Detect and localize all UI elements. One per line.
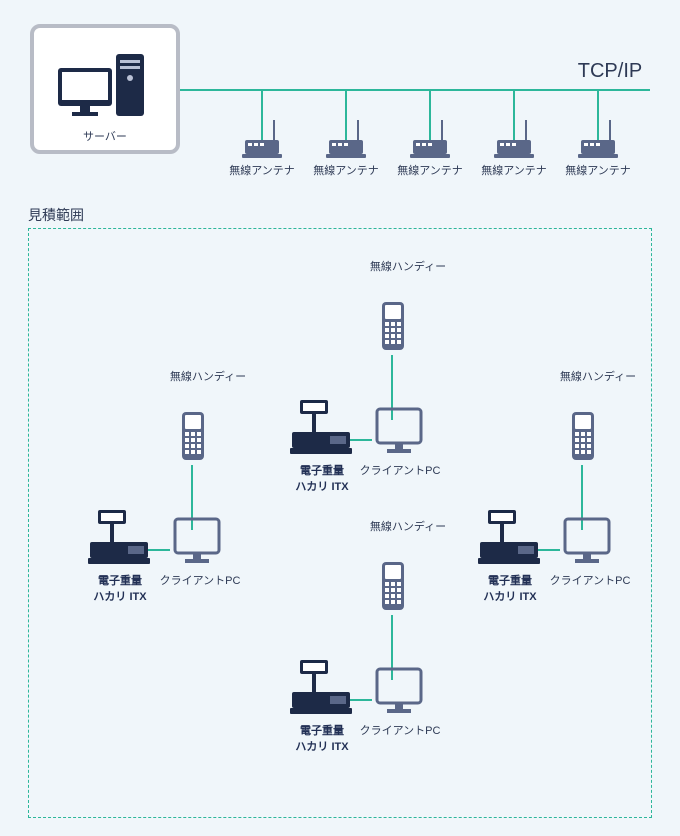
client-pc-device <box>563 517 611 572</box>
client-pc-device <box>173 517 221 572</box>
client-pc-icon <box>563 517 611 567</box>
wireless-handy-device <box>570 410 596 467</box>
wireless-antenna-icon <box>326 120 366 160</box>
electronic-scale-icon <box>290 400 352 458</box>
electronic-scale-label: 電子重量 ハカリ ITX <box>75 572 165 604</box>
wireless-handy-icon <box>180 410 206 462</box>
wireless-antenna-label: 無線アンテナ <box>304 162 388 178</box>
electronic-scale-device <box>290 400 352 463</box>
wireless-handy-device <box>180 410 206 467</box>
wireless-handy-label: 無線ハンディー <box>158 368 258 384</box>
electronic-scale-device <box>478 510 540 573</box>
wireless-handy-label: 無線ハンディー <box>358 518 458 534</box>
client-pc-label: クライアントPC <box>540 572 640 588</box>
electronic-scale-label: 電子重量 ハカリ ITX <box>277 722 367 754</box>
client-pc-icon <box>375 407 423 457</box>
wireless-handy-label: 無線ハンディー <box>358 258 458 274</box>
wireless-handy-label: 無線ハンディー <box>548 368 648 384</box>
wireless-handy-icon <box>380 300 406 352</box>
client-pc-device <box>375 667 423 722</box>
client-pc-icon <box>173 517 221 567</box>
electronic-scale-icon <box>478 510 540 568</box>
wireless-antenna-icon <box>410 120 450 160</box>
wireless-antenna-label: 無線アンテナ <box>220 162 304 178</box>
wireless-antenna-label: 無線アンテナ <box>472 162 556 178</box>
wireless-antenna-device <box>326 120 366 165</box>
server-icon <box>58 54 148 118</box>
wireless-antenna-label: 無線アンテナ <box>388 162 472 178</box>
wireless-antenna-device <box>494 120 534 165</box>
client-pc-icon <box>375 667 423 717</box>
estimate-range-label: 見積範囲 <box>28 205 148 225</box>
wireless-handy-device <box>380 300 406 357</box>
wireless-antenna-device <box>410 120 450 165</box>
client-pc-device <box>375 407 423 462</box>
electronic-scale-label: 電子重量 ハカリ ITX <box>465 572 555 604</box>
wireless-handy-device <box>380 560 406 617</box>
wireless-antenna-icon <box>494 120 534 160</box>
client-pc-label: クライアントPC <box>150 572 250 588</box>
electronic-scale-label: 電子重量 ハカリ ITX <box>277 462 367 494</box>
wireless-antenna-label: 無線アンテナ <box>556 162 640 178</box>
electronic-scale-icon <box>290 660 352 718</box>
wireless-antenna-device <box>578 120 618 165</box>
server-label: サーバー <box>30 128 180 144</box>
electronic-scale-device <box>88 510 150 573</box>
server-device <box>58 54 148 123</box>
electronic-scale-icon <box>88 510 150 568</box>
wireless-antenna-icon <box>242 120 282 160</box>
wireless-antenna-device <box>242 120 282 165</box>
wireless-handy-icon <box>380 560 406 612</box>
electronic-scale-device <box>290 660 352 723</box>
tcp-ip-label: TCP/IP <box>565 60 655 83</box>
wireless-antenna-icon <box>578 120 618 160</box>
wireless-handy-icon <box>570 410 596 462</box>
